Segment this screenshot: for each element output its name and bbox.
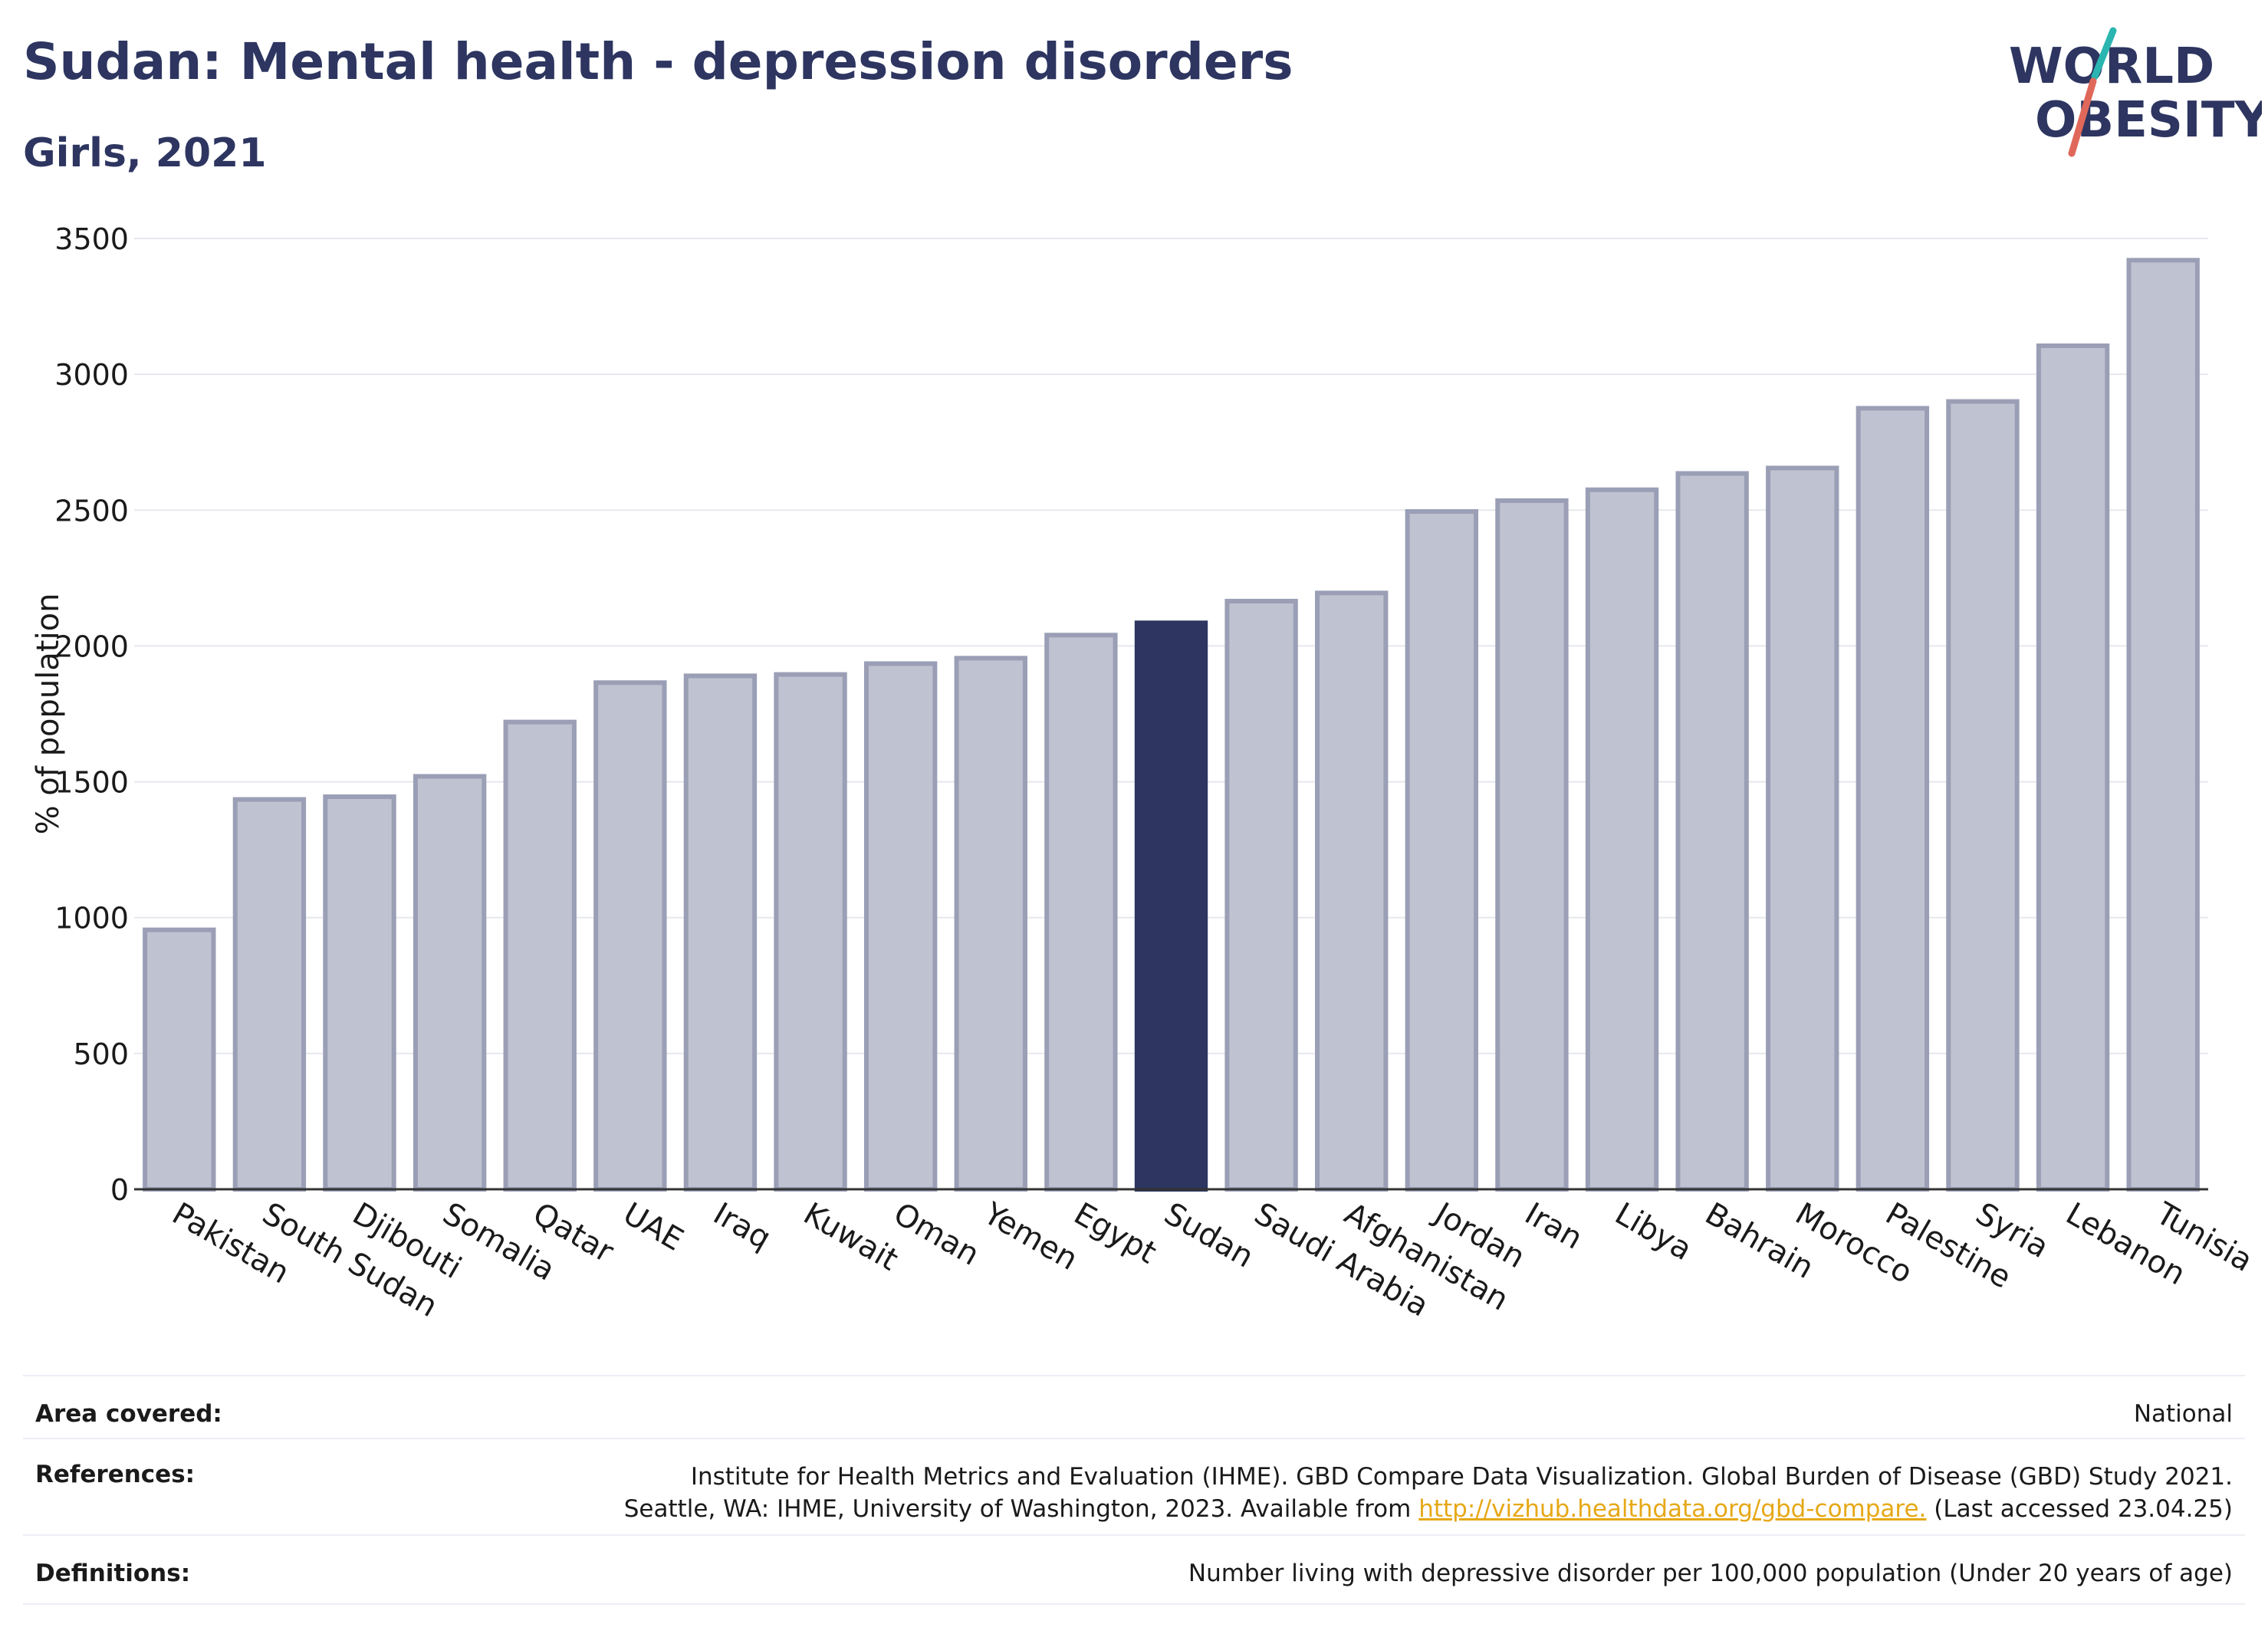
y-tick-label: 3500: [54, 222, 129, 256]
bar-somalia: [413, 774, 487, 1192]
bar-lebanon: [2036, 343, 2110, 1192]
area-label: Area covered:: [35, 1400, 222, 1428]
bar-afghanistan: [1315, 590, 1389, 1192]
bar-morocco: [1766, 465, 1839, 1192]
bar-saudi-arabia: [1224, 598, 1298, 1192]
y-tick-label: 3000: [54, 358, 129, 392]
x-tick-label: Oman: [888, 1196, 985, 1273]
page-subtitle: Girls, 2021: [23, 130, 267, 176]
bars: [143, 258, 2200, 1192]
chart-footer: Area covered: National References: Insti…: [23, 1375, 2245, 1605]
x-tick-label: Iraq: [707, 1196, 777, 1257]
definitions-label: Definitions:: [35, 1560, 191, 1587]
bar-pakistan: [143, 927, 216, 1192]
y-tick-label: 500: [73, 1037, 129, 1071]
bar-south-sudan: [232, 797, 307, 1192]
bar-syria: [1946, 399, 2020, 1192]
y-axis-label: % of population: [31, 593, 66, 835]
references-line1: Institute for Health Metrics and Evaluat…: [690, 1463, 2233, 1491]
bar-bahrain: [1675, 471, 1749, 1192]
y-axis-ticks: 0 500 1000 1500 2000 2500 3000 3500: [54, 222, 129, 1207]
bar-jordan: [1405, 509, 1479, 1192]
bar-tunisia: [2126, 258, 2200, 1192]
bar-kuwait: [774, 672, 847, 1192]
bar-egypt: [1044, 633, 1118, 1192]
y-tick-label: 1000: [54, 902, 129, 935]
y-tick-label: 1500: [54, 766, 129, 800]
x-tick-label: Egypt: [1068, 1196, 1162, 1271]
logo-coral-slash: [2068, 77, 2097, 157]
footer-row-area: Area covered: National: [23, 1375, 2245, 1438]
y-tick-label: 2000: [54, 630, 129, 663]
x-tick-label: Sudan: [1159, 1196, 1260, 1275]
references-link[interactable]: http://vizhub.healthdata.org/gbd-compare…: [1418, 1495, 1927, 1523]
logo-teal-slash: [2091, 27, 2117, 81]
bar-yemen: [954, 656, 1027, 1192]
references-line2-pre: Seattle, WA: IHME, University of Washing…: [623, 1495, 1419, 1523]
footer-row-definitions: Definitions: Number living with depressi…: [23, 1534, 2245, 1605]
x-tick-label: Libya: [1609, 1196, 1698, 1267]
bar-uae: [593, 680, 667, 1192]
bar-sudan: [1134, 620, 1208, 1192]
y-tick-label: 0: [110, 1173, 129, 1207]
x-tick-label: Yemen: [977, 1195, 1083, 1277]
bar-iraq: [683, 673, 758, 1192]
world-obesity-logo: WORLD OBESITY: [2009, 27, 2262, 157]
references-value: Institute for Health Metrics and Evaluat…: [624, 1461, 2233, 1525]
bar-djibouti: [323, 794, 396, 1192]
bar-chart: 0 500 1000 1500 2000 2500 3000 3500 PakistanSou…: [31, 222, 2259, 1324]
logo-line1: WORLD: [2009, 38, 2214, 95]
definitions-value: Number living with depressive disorder p…: [1188, 1560, 2233, 1587]
bar-iran: [1495, 498, 1569, 1192]
bar-oman: [863, 661, 938, 1192]
x-tick-label: UAE: [617, 1196, 689, 1258]
bar-palestine: [1855, 406, 1930, 1192]
bar-qatar: [503, 719, 577, 1192]
page-title: Sudan: Mental health - depression disord…: [23, 32, 1293, 91]
x-tick-label: Kuwait: [797, 1196, 904, 1278]
references-label: References:: [35, 1461, 196, 1488]
references-line2-post: (Last accessed 23.04.25): [1926, 1495, 2233, 1523]
area-value: National: [2133, 1400, 2233, 1428]
y-tick-label: 2500: [54, 494, 129, 528]
footer-row-references: References: Institute for Health Metrics…: [23, 1438, 2245, 1534]
bar-libya: [1585, 487, 1659, 1192]
